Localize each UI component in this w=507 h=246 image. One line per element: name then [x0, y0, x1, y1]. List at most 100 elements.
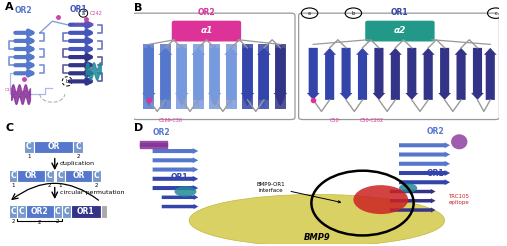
Text: OR1: OR1 — [77, 207, 95, 216]
FancyArrow shape — [153, 185, 198, 191]
FancyArrow shape — [438, 48, 451, 100]
FancyArrow shape — [159, 48, 172, 100]
Text: duplication: duplication — [60, 161, 95, 166]
Text: C: C — [5, 123, 13, 133]
Ellipse shape — [451, 134, 467, 149]
Text: α1: α1 — [200, 26, 212, 35]
FancyArrow shape — [399, 170, 450, 176]
FancyBboxPatch shape — [242, 44, 253, 109]
Text: D: D — [134, 123, 143, 133]
Text: C: C — [19, 207, 25, 216]
FancyBboxPatch shape — [160, 44, 171, 109]
Text: C: C — [76, 142, 81, 152]
Text: C: C — [64, 207, 69, 216]
FancyBboxPatch shape — [193, 44, 204, 109]
Text: OR2: OR2 — [31, 207, 49, 216]
Text: OR: OR — [72, 171, 85, 180]
FancyBboxPatch shape — [24, 141, 33, 153]
Text: b: b — [352, 11, 355, 16]
FancyArrow shape — [153, 167, 198, 172]
Text: OR1: OR1 — [171, 173, 189, 182]
Text: OR2: OR2 — [15, 6, 32, 15]
FancyBboxPatch shape — [71, 205, 101, 218]
FancyBboxPatch shape — [54, 205, 62, 218]
FancyArrow shape — [389, 48, 402, 100]
FancyArrow shape — [241, 48, 255, 100]
Text: C207-C30: C207-C30 — [74, 23, 95, 27]
FancyArrow shape — [192, 48, 205, 100]
Ellipse shape — [399, 184, 417, 193]
FancyBboxPatch shape — [365, 21, 434, 42]
FancyBboxPatch shape — [56, 169, 65, 182]
Text: BMP9: BMP9 — [304, 233, 330, 242]
Text: C: C — [57, 171, 63, 180]
FancyBboxPatch shape — [45, 169, 54, 182]
Text: C: C — [94, 171, 99, 180]
FancyArrow shape — [471, 48, 484, 100]
Text: 1: 1 — [59, 183, 62, 188]
FancyArrow shape — [224, 48, 238, 100]
FancyArrow shape — [175, 48, 189, 100]
Text: OR: OR — [47, 142, 60, 152]
Text: 2: 2 — [77, 154, 80, 159]
FancyBboxPatch shape — [143, 44, 155, 109]
Text: C50²: C50² — [330, 118, 341, 123]
Text: BMP9-OR1
interface: BMP9-OR1 interface — [257, 182, 341, 203]
FancyArrow shape — [153, 148, 198, 154]
Text: OR2: OR2 — [427, 127, 444, 136]
FancyArrow shape — [307, 48, 319, 100]
Text: a: a — [82, 11, 85, 16]
FancyArrow shape — [340, 48, 352, 100]
FancyBboxPatch shape — [62, 205, 71, 218]
FancyBboxPatch shape — [92, 169, 101, 182]
FancyBboxPatch shape — [176, 44, 187, 109]
Text: C50-C202: C50-C202 — [359, 118, 384, 123]
Text: α2: α2 — [394, 26, 406, 35]
Ellipse shape — [353, 185, 408, 214]
FancyArrow shape — [142, 48, 156, 100]
FancyBboxPatch shape — [17, 205, 26, 218]
FancyBboxPatch shape — [33, 141, 74, 153]
Text: OR1: OR1 — [426, 169, 444, 179]
FancyBboxPatch shape — [275, 44, 286, 109]
FancyArrow shape — [399, 152, 450, 157]
Text: 1: 1 — [27, 154, 30, 159]
FancyArrow shape — [257, 48, 271, 100]
Text: 2: 2 — [11, 219, 15, 224]
Text: 1: 1 — [11, 183, 15, 188]
FancyBboxPatch shape — [101, 205, 107, 218]
FancyArrow shape — [390, 189, 436, 194]
FancyBboxPatch shape — [209, 44, 220, 109]
Text: OR: OR — [25, 171, 38, 180]
Text: OR1: OR1 — [69, 5, 87, 14]
FancyArrow shape — [162, 195, 198, 200]
Text: B: B — [134, 3, 143, 13]
FancyBboxPatch shape — [26, 205, 54, 218]
Text: C: C — [55, 207, 61, 216]
Text: C242: C242 — [90, 11, 102, 16]
Text: circular permutation: circular permutation — [60, 190, 124, 195]
Text: a: a — [308, 11, 311, 16]
FancyArrow shape — [455, 48, 467, 100]
Text: 2: 2 — [56, 219, 60, 224]
FancyArrow shape — [373, 48, 385, 100]
FancyBboxPatch shape — [9, 169, 17, 182]
Text: OR1: OR1 — [391, 8, 409, 17]
Text: OR2: OR2 — [153, 128, 170, 137]
FancyArrow shape — [356, 48, 369, 100]
Text: 2: 2 — [48, 183, 51, 188]
Text: 2: 2 — [38, 220, 42, 225]
FancyArrow shape — [390, 207, 436, 213]
FancyArrow shape — [153, 176, 198, 182]
FancyArrow shape — [274, 48, 287, 100]
Text: C: C — [26, 142, 31, 152]
FancyBboxPatch shape — [259, 44, 269, 109]
FancyArrow shape — [422, 48, 434, 100]
FancyBboxPatch shape — [9, 205, 17, 218]
Ellipse shape — [174, 186, 196, 197]
FancyBboxPatch shape — [74, 141, 83, 153]
Text: C: C — [10, 171, 16, 180]
FancyArrow shape — [406, 48, 418, 100]
FancyArrow shape — [323, 48, 336, 100]
Text: b: b — [65, 79, 69, 84]
